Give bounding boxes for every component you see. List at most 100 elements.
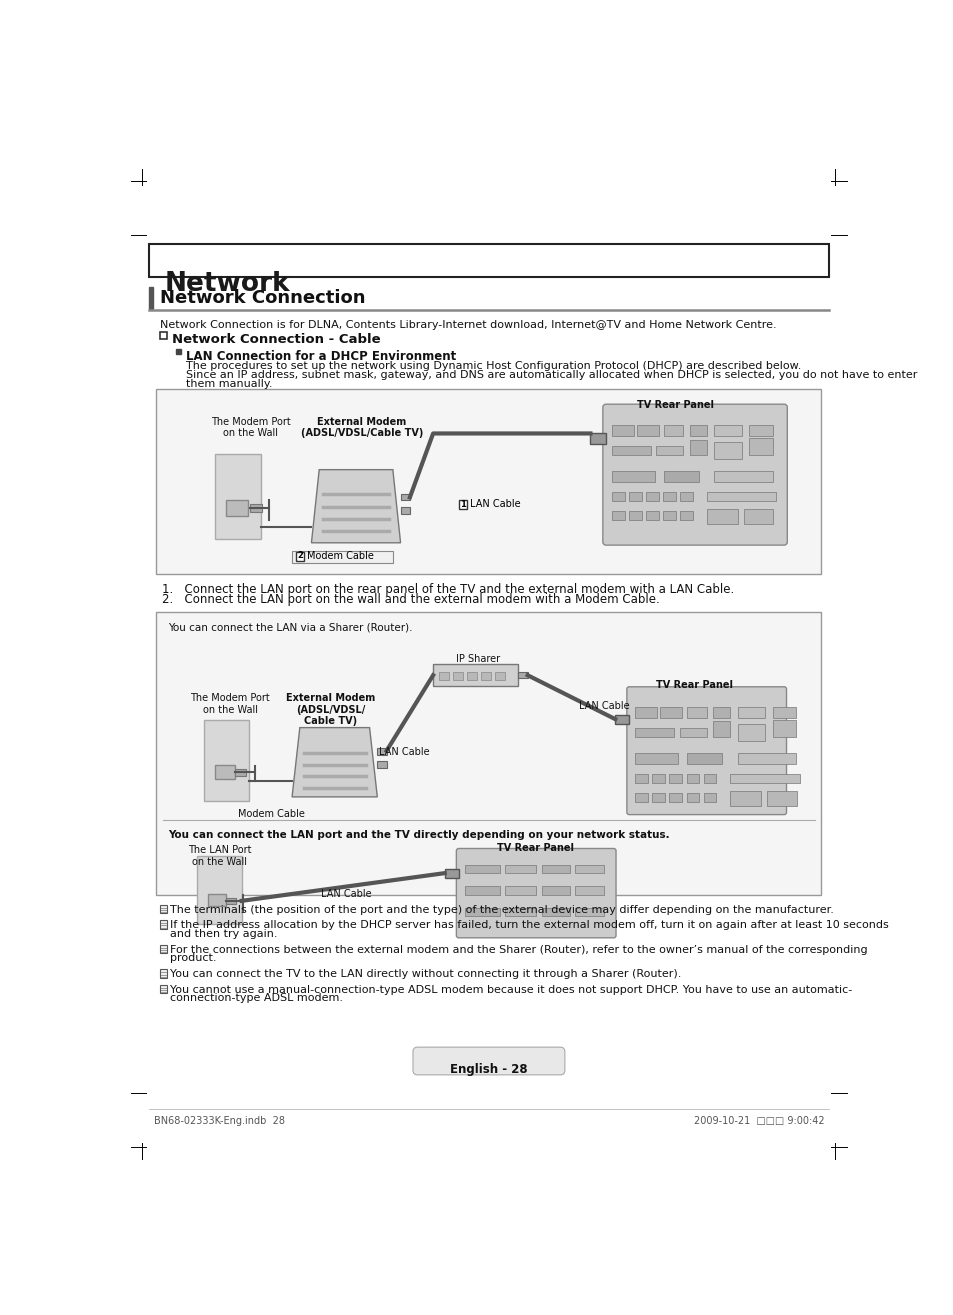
Bar	[505, 907, 536, 917]
Bar	[662, 492, 675, 501]
Polygon shape	[311, 469, 400, 543]
Bar	[480, 672, 491, 680]
Text: 2.   Connect the LAN port on the wall and the external modem with a Modem Cable.: 2. Connect the LAN port on the wall and …	[162, 593, 659, 606]
Bar	[159, 920, 167, 928]
Text: 1.   Connect the LAN port on the rear panel of the TV and the external modem wit: 1. Connect the LAN port on the rear pane…	[162, 583, 734, 596]
Text: You cannot use a manual-connection-type ADSL modem because it does not support D: You cannot use a manual-connection-type …	[170, 985, 851, 994]
Bar	[615, 714, 629, 723]
Bar	[652, 773, 664, 782]
Bar	[729, 773, 799, 782]
Bar	[679, 727, 706, 736]
Bar	[689, 425, 706, 435]
Bar	[679, 512, 692, 521]
Text: 1: 1	[459, 500, 465, 509]
Text: LAN Cable: LAN Cable	[469, 500, 519, 509]
Bar	[156, 389, 821, 573]
Text: IP Sharer: IP Sharer	[456, 655, 499, 664]
Text: The Modem Port
on the Wall: The Modem Port on the Wall	[190, 693, 270, 714]
Bar	[575, 865, 604, 873]
Bar	[505, 865, 536, 873]
Text: LAN Cable: LAN Cable	[320, 889, 372, 899]
Bar	[714, 471, 772, 483]
Text: TV Rear Panel: TV Rear Panel	[637, 400, 713, 409]
Bar	[208, 894, 226, 906]
Bar	[464, 907, 499, 917]
Bar	[669, 773, 681, 782]
Bar	[542, 865, 569, 873]
Bar	[433, 664, 517, 686]
Text: them manually.: them manually.	[186, 379, 273, 389]
FancyBboxPatch shape	[413, 1047, 564, 1074]
Text: The LAN Port
on the Wall: The LAN Port on the Wall	[188, 846, 252, 867]
Bar	[712, 722, 729, 736]
Text: English - 28: English - 28	[450, 1063, 527, 1076]
Bar	[629, 492, 641, 501]
Bar	[612, 425, 633, 435]
Text: Since an IP address, subnet mask, gateway, and DNS are automatically allocated w: Since an IP address, subnet mask, gatewa…	[186, 371, 917, 380]
Bar	[637, 425, 658, 435]
Text: Modem Cable: Modem Cable	[307, 551, 374, 562]
Bar	[772, 706, 795, 718]
Bar	[159, 944, 167, 953]
Bar	[635, 753, 678, 764]
Text: and then try again.: and then try again.	[170, 928, 276, 939]
Bar	[748, 438, 772, 455]
Bar	[464, 886, 499, 894]
Text: External Modem
(ADSL/VDSL/Cable TV): External Modem (ADSL/VDSL/Cable TV)	[300, 417, 422, 438]
Text: connection-type ADSL modem.: connection-type ADSL modem.	[170, 993, 342, 1003]
Bar	[400, 506, 410, 514]
Bar	[663, 471, 699, 483]
FancyBboxPatch shape	[602, 404, 786, 546]
Bar	[517, 672, 527, 679]
Text: TV Rear Panel: TV Rear Panel	[656, 680, 733, 690]
Bar	[453, 672, 463, 680]
Text: Network Connection: Network Connection	[159, 289, 365, 306]
Bar	[156, 611, 821, 894]
Bar	[629, 512, 641, 521]
Bar	[215, 765, 235, 780]
Text: If the IP address allocation by the DHCP server has failed, turn the external mo: If the IP address allocation by the DHCP…	[170, 920, 887, 930]
Bar	[159, 905, 167, 913]
Bar	[729, 790, 760, 806]
Bar	[748, 425, 772, 435]
Bar	[159, 985, 167, 993]
Bar	[737, 723, 764, 740]
Bar	[686, 706, 706, 718]
FancyBboxPatch shape	[626, 686, 785, 814]
Bar	[743, 509, 773, 525]
Bar	[652, 793, 664, 802]
Bar	[444, 868, 458, 877]
Text: 2: 2	[297, 551, 303, 560]
Bar	[635, 727, 674, 736]
Polygon shape	[292, 727, 377, 797]
Bar	[250, 504, 261, 512]
Bar	[149, 287, 152, 309]
Bar	[612, 492, 624, 501]
Bar	[542, 886, 569, 894]
Bar	[662, 512, 675, 521]
Bar	[575, 886, 604, 894]
Text: The terminals (the position of the port and the type) of the external device may: The terminals (the position of the port …	[170, 905, 833, 915]
FancyBboxPatch shape	[456, 848, 616, 938]
Text: The procedures to set up the network using Dynamic Host Configuration Protocol (: The procedures to set up the network usi…	[186, 362, 801, 371]
Bar	[669, 793, 681, 802]
Text: product.: product.	[170, 953, 216, 963]
Bar	[175, 348, 181, 354]
Bar	[464, 865, 499, 873]
Bar	[686, 773, 699, 782]
Text: You can connect the LAN via a Sharer (Router).: You can connect the LAN via a Sharer (Ro…	[168, 623, 412, 633]
Text: Modem Cable: Modem Cable	[237, 809, 304, 819]
Bar	[663, 425, 682, 435]
Text: The Modem Port
on the Wall: The Modem Port on the Wall	[211, 417, 291, 438]
Bar	[689, 439, 706, 455]
Bar	[612, 446, 650, 455]
Bar	[737, 706, 764, 718]
Bar	[706, 509, 737, 525]
Bar	[590, 434, 605, 444]
Bar	[635, 793, 647, 802]
Bar	[226, 898, 236, 903]
Bar	[612, 512, 624, 521]
Text: External Modem
(ADSL/VDSL/
Cable TV): External Modem (ADSL/VDSL/ Cable TV)	[286, 693, 375, 726]
Bar	[659, 706, 681, 718]
Text: Network Connection is for DLNA, Contents Library-Internet download, Internet@TV : Network Connection is for DLNA, Contents…	[159, 320, 776, 330]
